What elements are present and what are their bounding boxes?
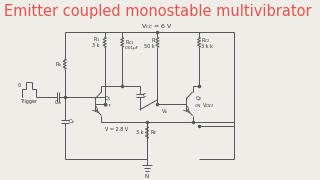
Text: R$_{C1}$: R$_{C1}$: [124, 38, 134, 47]
Text: R$_{C2}$: R$_{C2}$: [201, 36, 211, 45]
Text: C: C: [143, 93, 147, 98]
Text: V$_{CC}$ = 6 V: V$_{CC}$ = 6 V: [141, 22, 173, 31]
Text: N: N: [145, 174, 149, 179]
Text: 0.01μF: 0.01μF: [124, 46, 139, 50]
Text: Emitter coupled monostable multivibrator: Emitter coupled monostable multivibrator: [4, 4, 311, 19]
Text: Q$_1$: Q$_1$: [104, 94, 112, 103]
Text: R$_b$: R$_b$: [55, 60, 62, 69]
Text: C$_b$: C$_b$: [68, 117, 75, 126]
Text: ON: ON: [195, 104, 201, 108]
Text: 3 k k: 3 k k: [201, 44, 213, 49]
Text: R: R: [152, 38, 155, 43]
Text: R$_E$: R$_E$: [150, 128, 158, 137]
Text: OFF: OFF: [104, 104, 112, 108]
Text: C$_{in}$: C$_{in}$: [54, 98, 62, 107]
Text: V$_{CN2}$: V$_{CN2}$: [202, 101, 214, 110]
Text: 50 k: 50 k: [144, 44, 155, 49]
Text: V$_b$: V$_b$: [161, 107, 169, 116]
Text: 0: 0: [18, 84, 21, 88]
Text: 3 k: 3 k: [92, 43, 100, 48]
Text: R$_1$: R$_1$: [92, 35, 100, 44]
Text: Q$_2$: Q$_2$: [195, 94, 203, 103]
Text: Trigger: Trigger: [20, 99, 37, 104]
Text: V = 2.8 V: V = 2.8 V: [106, 127, 129, 132]
Text: 3 k: 3 k: [136, 130, 144, 135]
